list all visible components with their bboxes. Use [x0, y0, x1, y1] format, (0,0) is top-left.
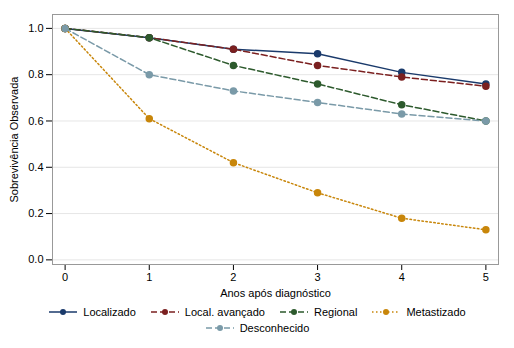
html-text:Desconhecido: Desconhecido [239, 322, 310, 334]
svg-text:0.6: 0.6 [28, 115, 43, 127]
svg-text:0.0: 0.0 [28, 253, 43, 265]
html-text:Localizado: Localizado [83, 306, 136, 318]
svg-text:1.0: 1.0 [28, 22, 43, 34]
svg-text:0: 0 [62, 271, 68, 283]
svg-text:3: 3 [315, 271, 321, 283]
html-text:Regional: Regional [314, 306, 358, 318]
svg-text:Anos após diagnóstico: Anos após diagnóstico [220, 287, 331, 299]
svg-text:2: 2 [230, 271, 236, 283]
svg-text:0.8: 0.8 [28, 68, 43, 80]
svg-text:0.4: 0.4 [28, 161, 43, 173]
svg-text:Sobrevivência Observada: Sobrevivência Observada [8, 76, 20, 203]
html-text:Local. avançado: Local. avançado [184, 306, 265, 318]
html-text:Metastizado: Metastizado [406, 306, 466, 318]
svg-text:5: 5 [483, 271, 489, 283]
svg-text:4: 4 [399, 271, 405, 283]
svg-text:1: 1 [146, 271, 152, 283]
svg-text:0.2: 0.2 [28, 207, 43, 219]
